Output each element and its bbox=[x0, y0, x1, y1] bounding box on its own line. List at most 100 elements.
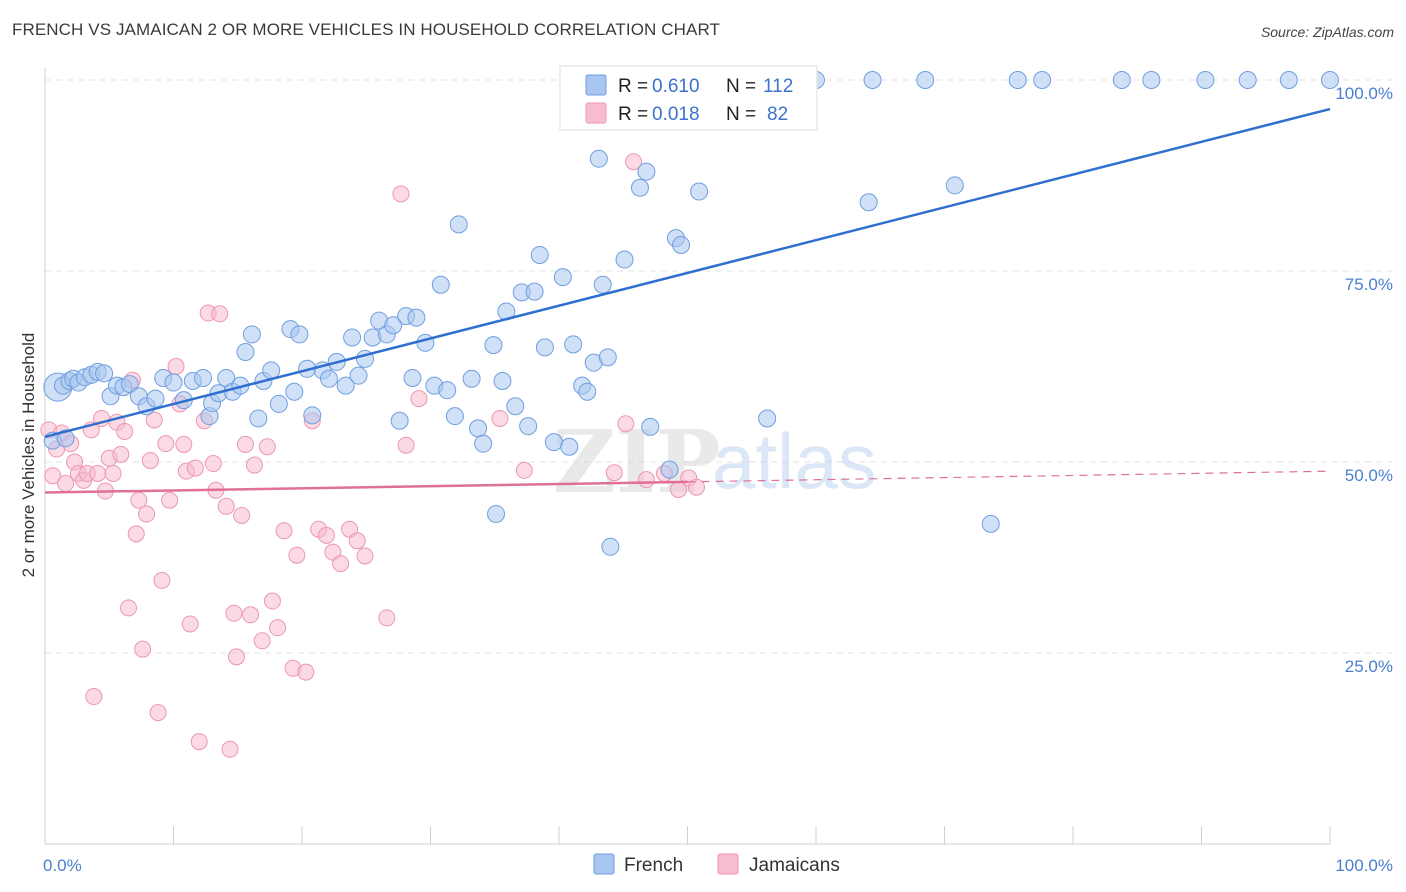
french-point bbox=[593, 275, 612, 294]
watermark: ZIP atlas bbox=[553, 412, 877, 513]
bottom-legend-french: French bbox=[624, 855, 683, 876]
y-tick-label: 25.0% bbox=[1345, 657, 1393, 676]
jamaicans-point bbox=[217, 497, 235, 515]
french-point bbox=[916, 71, 935, 89]
french-point bbox=[390, 411, 409, 430]
jamaicans-point bbox=[288, 546, 306, 564]
y-axis-title: 2 or more Vehicles in Household bbox=[19, 333, 38, 578]
jamaicans-point bbox=[167, 358, 185, 375]
jamaicans-point bbox=[332, 555, 350, 573]
french-point bbox=[859, 193, 878, 212]
french-point bbox=[194, 368, 213, 387]
french-point bbox=[407, 308, 426, 327]
french-point bbox=[384, 316, 403, 335]
chart-title: FRENCH VS JAMAICAN 2 OR MORE VEHICLES IN… bbox=[12, 20, 720, 39]
jamaicans-point bbox=[186, 459, 204, 477]
trend-lines bbox=[44, 107, 1331, 494]
jamaicans-point bbox=[44, 467, 62, 485]
legend-r-label-french: R = bbox=[618, 76, 648, 97]
legend-swatch-french bbox=[585, 74, 607, 96]
french-point bbox=[615, 250, 634, 269]
french-point bbox=[242, 325, 261, 344]
french-point bbox=[630, 178, 649, 197]
jamaicans-point bbox=[625, 153, 643, 171]
french-point bbox=[269, 394, 288, 413]
french-point bbox=[120, 375, 139, 394]
french-point bbox=[56, 429, 75, 448]
jamaicans-point bbox=[269, 619, 287, 637]
french-point bbox=[1238, 71, 1257, 89]
watermark-zip: ZIP bbox=[553, 412, 721, 513]
jamaicans-point bbox=[617, 415, 635, 433]
french-point bbox=[601, 537, 620, 556]
axes bbox=[44, 68, 1331, 845]
french-point bbox=[445, 407, 464, 426]
jamaicans-point bbox=[127, 525, 145, 543]
french-point bbox=[487, 504, 506, 523]
jamaicans-point bbox=[204, 455, 222, 473]
grid-lines bbox=[45, 79, 1395, 654]
jamaicans-point bbox=[397, 436, 415, 454]
french-point bbox=[758, 409, 777, 428]
french-point bbox=[530, 245, 549, 264]
y-tick-label: 100.0% bbox=[1335, 84, 1393, 103]
jamaicans-point bbox=[275, 522, 293, 540]
french-point bbox=[1112, 71, 1131, 89]
french-trend-line bbox=[44, 107, 1331, 438]
french-point bbox=[637, 162, 656, 181]
jamaicans-point bbox=[89, 464, 107, 482]
legend-r-label-jamaicans: R = bbox=[618, 104, 648, 125]
jamaicans-point bbox=[297, 663, 315, 681]
jamaicans-point bbox=[263, 592, 281, 610]
jamaicans-point bbox=[225, 604, 243, 622]
jamaicans-trend-line bbox=[44, 480, 688, 494]
french-point bbox=[438, 381, 457, 400]
jamaicans-point bbox=[190, 733, 208, 751]
french-point bbox=[336, 376, 355, 395]
bottom-legend-swatch-jamaicans bbox=[717, 853, 739, 875]
jamaicans-point bbox=[491, 409, 509, 427]
french-point bbox=[1321, 71, 1339, 89]
jamaicans-point bbox=[221, 740, 239, 758]
french-point bbox=[690, 182, 709, 201]
jamaicans-point bbox=[637, 471, 655, 489]
jamaicans-point bbox=[356, 547, 374, 565]
french-point bbox=[1279, 71, 1298, 89]
jamaicans-point bbox=[211, 305, 229, 323]
french-point bbox=[535, 338, 554, 357]
french-point bbox=[598, 348, 617, 367]
bottom-legend-jamaicans: Jamaicans bbox=[749, 855, 840, 876]
y-tick-label: 50.0% bbox=[1345, 466, 1393, 485]
legend-n-value-jamaicans: 82 bbox=[767, 104, 788, 125]
legend-n-label-jamaicans: N = bbox=[726, 104, 756, 125]
french-point bbox=[564, 335, 583, 354]
legend-r-value-jamaicans: 0.018 bbox=[652, 104, 700, 125]
french-point bbox=[1196, 71, 1215, 89]
jamaicans-point bbox=[141, 451, 159, 469]
jamaicans-point bbox=[378, 609, 396, 627]
french-point bbox=[164, 373, 183, 392]
bottom-legend: French Jamaicans bbox=[593, 853, 840, 876]
jamaicans-point bbox=[112, 445, 130, 463]
watermark-atlas: atlas bbox=[712, 417, 877, 505]
french-point bbox=[319, 369, 338, 388]
french-point bbox=[349, 366, 368, 385]
jamaicans-point bbox=[233, 506, 251, 524]
jamaicans-point bbox=[145, 411, 163, 429]
french-point bbox=[303, 406, 322, 425]
x-tick-label: 100.0% bbox=[1335, 856, 1393, 875]
jamaicans-point bbox=[242, 606, 260, 624]
legend-r-value-french: 0.610 bbox=[652, 76, 700, 97]
jamaicans-point bbox=[153, 571, 171, 589]
jamaicans-point bbox=[258, 438, 276, 456]
jamaicans-point bbox=[317, 526, 335, 544]
jamaicans-point bbox=[515, 461, 533, 479]
french-point bbox=[449, 215, 468, 234]
french-point bbox=[416, 333, 435, 352]
jamaicans-point bbox=[687, 478, 705, 496]
jamaicans-point bbox=[120, 599, 138, 617]
jamaicans-point bbox=[253, 632, 271, 650]
french-point bbox=[285, 382, 304, 401]
bottom-legend-swatch-french bbox=[593, 853, 615, 875]
